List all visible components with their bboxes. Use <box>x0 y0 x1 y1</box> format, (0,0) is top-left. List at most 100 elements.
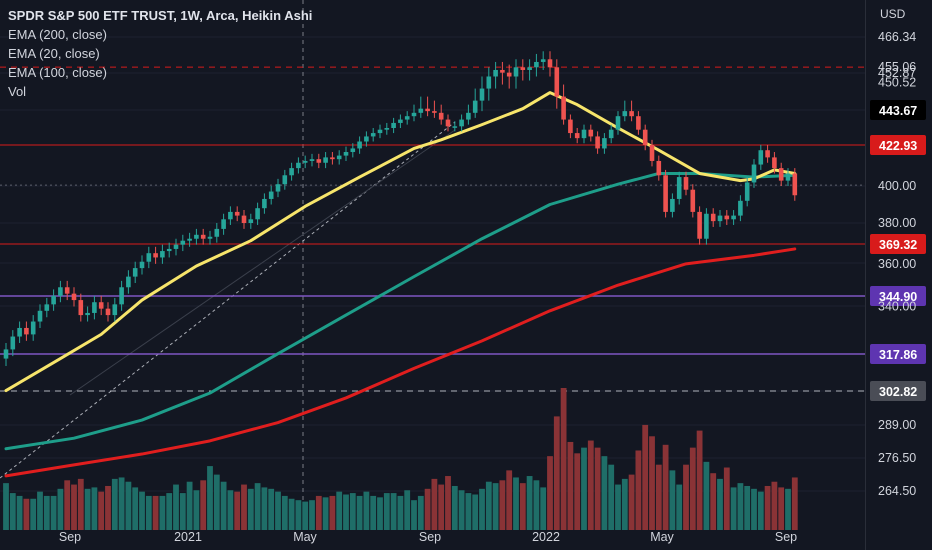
candle-body <box>751 164 757 183</box>
volume-bar <box>207 466 213 530</box>
volume-bar <box>533 480 540 530</box>
candle-body <box>302 160 308 163</box>
candle-body <box>636 116 641 130</box>
legend-ema200[interactable]: EMA (200, close) <box>8 27 107 42</box>
volume-bar <box>485 481 492 530</box>
volume-bar <box>159 495 166 530</box>
candle-body <box>323 157 328 163</box>
volume-bar <box>696 430 703 530</box>
candle-body <box>500 69 505 73</box>
volume-bar <box>683 464 689 530</box>
candle-body <box>44 304 50 311</box>
volume-bar <box>492 483 499 530</box>
legend-vol[interactable]: Vol <box>8 84 27 99</box>
candle-body <box>595 136 600 149</box>
volume-bar <box>642 424 649 530</box>
candle-body <box>343 152 349 156</box>
price-badge-422.93: 422.93 <box>879 139 917 153</box>
candle-body <box>466 112 471 120</box>
price-axis-bg <box>866 0 932 550</box>
x-tick-2022: 2022 <box>532 530 560 544</box>
ema200-line <box>4 247 797 478</box>
volume-bar <box>220 481 227 530</box>
volume-bar <box>37 491 43 530</box>
volume-bar <box>560 388 567 530</box>
candle-body <box>744 182 750 201</box>
volume-bar <box>744 485 751 530</box>
price-tick-276.50: 276.50 <box>878 451 916 465</box>
volume-bar <box>139 491 145 530</box>
legend-ema100[interactable]: EMA (100, close) <box>8 65 107 80</box>
volume-bar <box>227 490 234 530</box>
currency-label: USD <box>880 7 906 21</box>
candle-body <box>493 69 498 77</box>
volume-bar <box>152 495 159 530</box>
volume-bar <box>689 447 696 530</box>
volume-bar <box>506 470 513 530</box>
candle-body <box>166 248 172 252</box>
price-tick-450.52: 450.52 <box>878 75 916 89</box>
volume-bar <box>404 490 411 530</box>
volume-bar <box>567 441 574 530</box>
chart-legend: SPDR S&P 500 ETF TRUST, 1W, Arca, Heikin… <box>8 6 312 101</box>
candle-body <box>758 150 764 165</box>
candle-body <box>588 129 594 137</box>
volume-bar <box>118 477 125 530</box>
volume-bar <box>132 487 139 530</box>
candle-body <box>262 198 267 209</box>
candle-body <box>119 287 124 305</box>
candle-body <box>785 173 791 181</box>
volume-bar <box>23 498 30 530</box>
ema20-line <box>4 91 797 393</box>
candle-body <box>98 302 104 309</box>
candle-body <box>187 238 192 241</box>
candle-body <box>690 189 696 212</box>
volume-bar <box>105 485 111 530</box>
volume-bar <box>621 478 628 530</box>
volume-bar <box>669 470 676 530</box>
volume-bar <box>57 488 64 530</box>
volume-bar <box>540 487 547 530</box>
candle-body <box>629 111 634 117</box>
candle-body <box>289 168 294 176</box>
volume-bar <box>397 495 404 530</box>
volume-bar <box>791 477 798 530</box>
candle-body <box>173 244 179 249</box>
candle-body <box>364 136 369 142</box>
candle-body <box>404 116 410 120</box>
candle-body <box>126 276 131 288</box>
candle-body <box>160 251 165 258</box>
volume-bar <box>322 497 329 530</box>
price-badge-bg <box>870 344 926 364</box>
price-badge-bg <box>870 100 926 120</box>
volume-bar <box>111 478 118 530</box>
candle-body <box>139 261 145 269</box>
volume-bar <box>213 474 220 530</box>
candle-body <box>37 310 43 322</box>
volume-bar <box>125 481 132 530</box>
candle-body <box>92 302 97 313</box>
volume-bar <box>179 493 186 530</box>
symbol-title[interactable]: SPDR S&P 500 ETF TRUST, 1W, Arca, Heikin… <box>8 8 313 23</box>
volume-bar <box>9 493 16 530</box>
candle-body <box>146 253 152 262</box>
candle-body <box>58 287 63 296</box>
candle-body <box>724 215 730 220</box>
price-badge-302.82: 302.82 <box>879 385 917 399</box>
candle-body <box>241 215 247 223</box>
candle-body <box>85 312 90 316</box>
volume-bar <box>16 495 23 530</box>
candle-body <box>255 208 260 220</box>
volume-bar <box>370 495 377 530</box>
price-tick-340.00: 340.00 <box>878 300 916 314</box>
volume-bar <box>166 493 173 530</box>
volume-bar <box>635 450 642 530</box>
candle-body <box>778 168 784 181</box>
candle-body <box>336 155 342 160</box>
candle-body <box>676 177 682 199</box>
legend-ema20[interactable]: EMA (20, close) <box>8 46 100 61</box>
candle-body <box>513 67 519 77</box>
volume-bar <box>737 483 744 530</box>
volume-bar <box>200 480 207 530</box>
